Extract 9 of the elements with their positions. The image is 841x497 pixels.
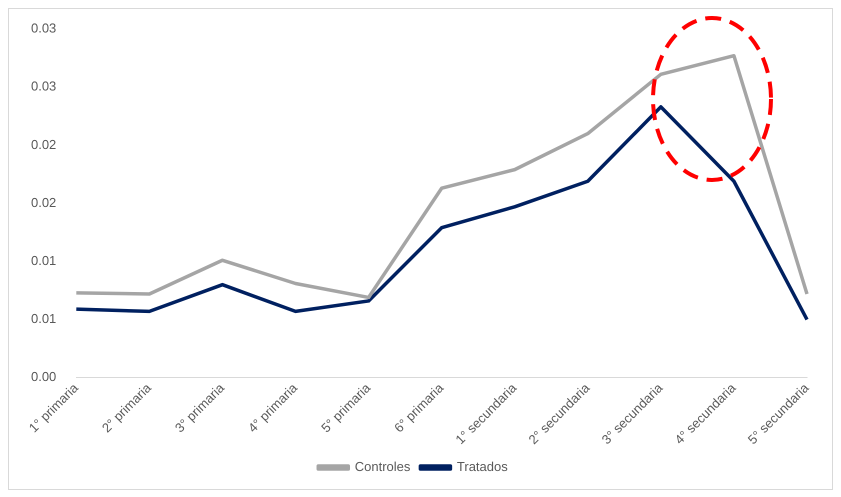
legend-label: Controles [354, 459, 411, 474]
y-tick-label: 0.01 [30, 253, 56, 268]
y-tick-label: 0.00 [30, 369, 56, 384]
y-tick-label: 0.01 [30, 311, 56, 326]
y-tick-label: 0.02 [30, 136, 56, 152]
y-tick-label: 0.03 [30, 78, 56, 94]
legend-label: Tratados [456, 459, 508, 474]
y-tick-label: 0.02 [30, 194, 56, 210]
y-tick-label: 0.03 [30, 20, 56, 36]
